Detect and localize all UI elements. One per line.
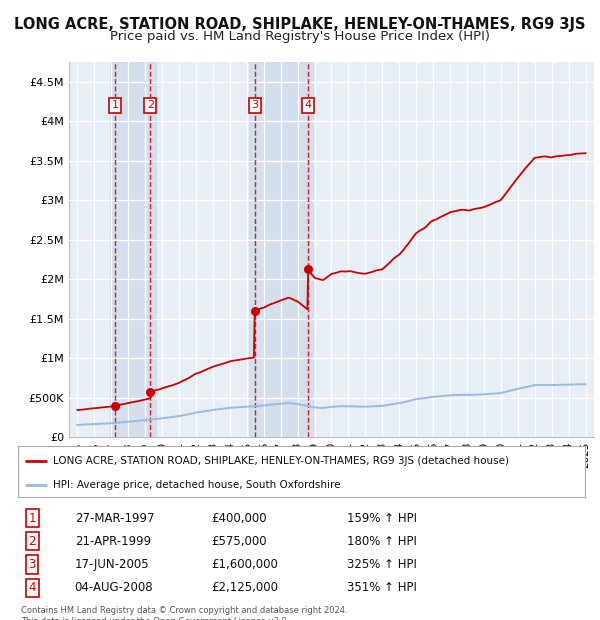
Text: 159% ↑ HPI: 159% ↑ HPI: [347, 512, 417, 525]
Text: 27-MAR-1997: 27-MAR-1997: [75, 512, 154, 525]
Text: 3: 3: [28, 558, 36, 571]
Text: 2: 2: [28, 535, 36, 547]
Text: 2: 2: [147, 100, 154, 110]
Text: £1,600,000: £1,600,000: [211, 558, 278, 571]
Text: 3: 3: [251, 100, 258, 110]
Text: HPI: Average price, detached house, South Oxfordshire: HPI: Average price, detached house, Sout…: [53, 479, 341, 490]
Text: LONG ACRE, STATION ROAD, SHIPLAKE, HENLEY-ON-THAMES, RG9 3JS: LONG ACRE, STATION ROAD, SHIPLAKE, HENLE…: [14, 17, 586, 32]
Text: 4: 4: [304, 100, 311, 110]
Bar: [110, 62, 156, 437]
Text: 21-APR-1999: 21-APR-1999: [75, 535, 151, 547]
Text: £400,000: £400,000: [211, 512, 266, 525]
Text: LONG ACRE, STATION ROAD, SHIPLAKE, HENLEY-ON-THAMES, RG9 3JS (detached house): LONG ACRE, STATION ROAD, SHIPLAKE, HENLE…: [53, 456, 509, 466]
Text: £2,125,000: £2,125,000: [211, 581, 278, 594]
Text: Price paid vs. HM Land Registry's House Price Index (HPI): Price paid vs. HM Land Registry's House …: [110, 30, 490, 43]
Text: Contains HM Land Registry data © Crown copyright and database right 2024.
This d: Contains HM Land Registry data © Crown c…: [21, 606, 347, 620]
Text: 325% ↑ HPI: 325% ↑ HPI: [347, 558, 417, 571]
Text: 17-JUN-2005: 17-JUN-2005: [75, 558, 149, 571]
Text: 04-AUG-2008: 04-AUG-2008: [75, 581, 154, 594]
Text: £575,000: £575,000: [211, 535, 266, 547]
Text: 1: 1: [28, 512, 36, 525]
Text: 351% ↑ HPI: 351% ↑ HPI: [347, 581, 417, 594]
Text: 4: 4: [28, 581, 36, 594]
Text: 1: 1: [112, 100, 119, 110]
Text: 180% ↑ HPI: 180% ↑ HPI: [347, 535, 417, 547]
Bar: [249, 62, 313, 437]
